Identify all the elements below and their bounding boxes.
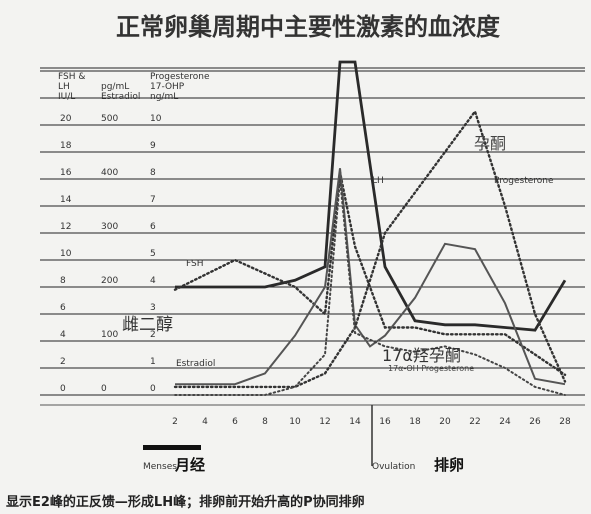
y-tick-estradiol: 300 bbox=[101, 222, 118, 232]
caption: 显示E2峰的正反馈—形成LH峰；排卵前开始升高的P协同排卵 bbox=[6, 494, 365, 510]
y-tick-estradiol: 100 bbox=[101, 330, 118, 340]
grid-lines bbox=[40, 67, 585, 406]
x-tick-label: 4 bbox=[202, 417, 208, 427]
y-tick-fsh-lh: 0 bbox=[60, 384, 66, 394]
estradiol-header-line1: Estradiol bbox=[101, 92, 140, 102]
y-tick-fsh-lh: 10 bbox=[60, 249, 72, 259]
y-tick-progesterone: 7 bbox=[150, 195, 156, 205]
lh-label: LH bbox=[372, 176, 384, 186]
fsh-label: FSH bbox=[186, 259, 204, 269]
x-tick-label: 20 bbox=[439, 417, 451, 427]
series-line-17ohp bbox=[174, 178, 566, 396]
y-tick-progesterone: 3 bbox=[150, 303, 156, 313]
chart-title: 正常卵巢周期中主要性激素的血浓度 bbox=[116, 13, 501, 41]
ohp-label: 17α-OH Progesterone bbox=[388, 364, 474, 373]
x-tick-label: 24 bbox=[499, 417, 511, 427]
fsh-lh-header-line2: LH bbox=[58, 82, 70, 92]
y-tick-progesterone: 8 bbox=[150, 168, 156, 178]
x-tick-labels: 2 4 6 8 10 12 14 16 18 20 22 24 26 28 bbox=[172, 417, 571, 427]
x-tick-label: 18 bbox=[409, 417, 421, 427]
y-tick-estradiol: 500 bbox=[101, 114, 118, 124]
y-tick-fsh-lh: 12 bbox=[60, 222, 71, 232]
x-tick-label: 10 bbox=[289, 417, 301, 427]
x-tick-label: 22 bbox=[469, 417, 480, 427]
x-tick-label: 2 bbox=[172, 417, 178, 427]
series-line-estradiol bbox=[175, 168, 566, 386]
y-tick-estradiol: 0 bbox=[101, 384, 107, 394]
progesterone-label: Progesterone bbox=[494, 176, 554, 186]
y-tick-fsh-lh: 16 bbox=[60, 168, 72, 178]
y-tick-progesterone: 10 bbox=[150, 114, 162, 124]
y-tick-progesterone: 4 bbox=[150, 276, 156, 286]
progesterone-header-line1: Progesterone bbox=[150, 72, 210, 82]
y-tick-fsh-lh: 20 bbox=[60, 114, 72, 124]
y-tick-fsh-lh: 18 bbox=[60, 141, 72, 151]
series-line-fsh bbox=[173, 172, 567, 376]
y-tick-fsh-lh: 2 bbox=[60, 357, 66, 367]
fsh-lh-header-line1: FSH & bbox=[58, 72, 85, 82]
progesterone-cn-label: 孕酮 bbox=[474, 134, 506, 153]
x-tick-label: 14 bbox=[349, 417, 361, 427]
y-tick-labels: 2018161412108642050040030020010001098765… bbox=[60, 114, 162, 394]
x-tick-label: 16 bbox=[379, 417, 391, 427]
series-line-lh bbox=[175, 60, 567, 332]
y-tick-progesterone: 1 bbox=[150, 357, 156, 367]
estradiol-label: Estradiol bbox=[176, 359, 215, 369]
ovulation-cn-label: 排卵 bbox=[434, 456, 464, 474]
progesterone-header-line2: 17-OHP bbox=[150, 82, 185, 92]
x-tick-label: 12 bbox=[319, 417, 330, 427]
y-tick-estradiol: 200 bbox=[101, 276, 118, 286]
y-tick-progesterone: 5 bbox=[150, 249, 156, 259]
progesterone-header-line3: ng/mL bbox=[150, 92, 178, 102]
y-tick-progesterone: 6 bbox=[150, 222, 156, 232]
ovulation-label: Ovulation bbox=[372, 462, 415, 472]
y-tick-estradiol: 400 bbox=[101, 168, 118, 178]
y-tick-fsh-lh: 6 bbox=[60, 303, 66, 313]
x-tick-label: 26 bbox=[529, 417, 541, 427]
y-tick-fsh-lh: 4 bbox=[60, 330, 66, 340]
estradiol-cn-label: 雌二醇 bbox=[122, 315, 173, 335]
x-tick-label: 28 bbox=[559, 417, 571, 427]
series-line-progesterone bbox=[173, 108, 567, 389]
y-tick-fsh-lh: 8 bbox=[60, 276, 66, 286]
y-tick-progesterone: 9 bbox=[150, 141, 156, 151]
series-group bbox=[173, 60, 567, 396]
estradiol-header-line2: pg/mL bbox=[101, 82, 129, 92]
fsh-lh-header-line3: IU/L bbox=[58, 92, 75, 102]
ohp-cn-label: 17α羟孕酮 bbox=[382, 346, 461, 365]
x-tick-label: 8 bbox=[262, 417, 268, 427]
y-tick-progesterone: 2 bbox=[150, 330, 156, 340]
y-tick-progesterone: 0 bbox=[150, 384, 156, 394]
menses-label: Menses bbox=[143, 462, 177, 472]
menses-bar bbox=[143, 445, 201, 450]
x-tick-label: 6 bbox=[232, 417, 238, 427]
y-tick-fsh-lh: 14 bbox=[60, 195, 72, 205]
menses-cn-label: 月经 bbox=[174, 456, 205, 474]
